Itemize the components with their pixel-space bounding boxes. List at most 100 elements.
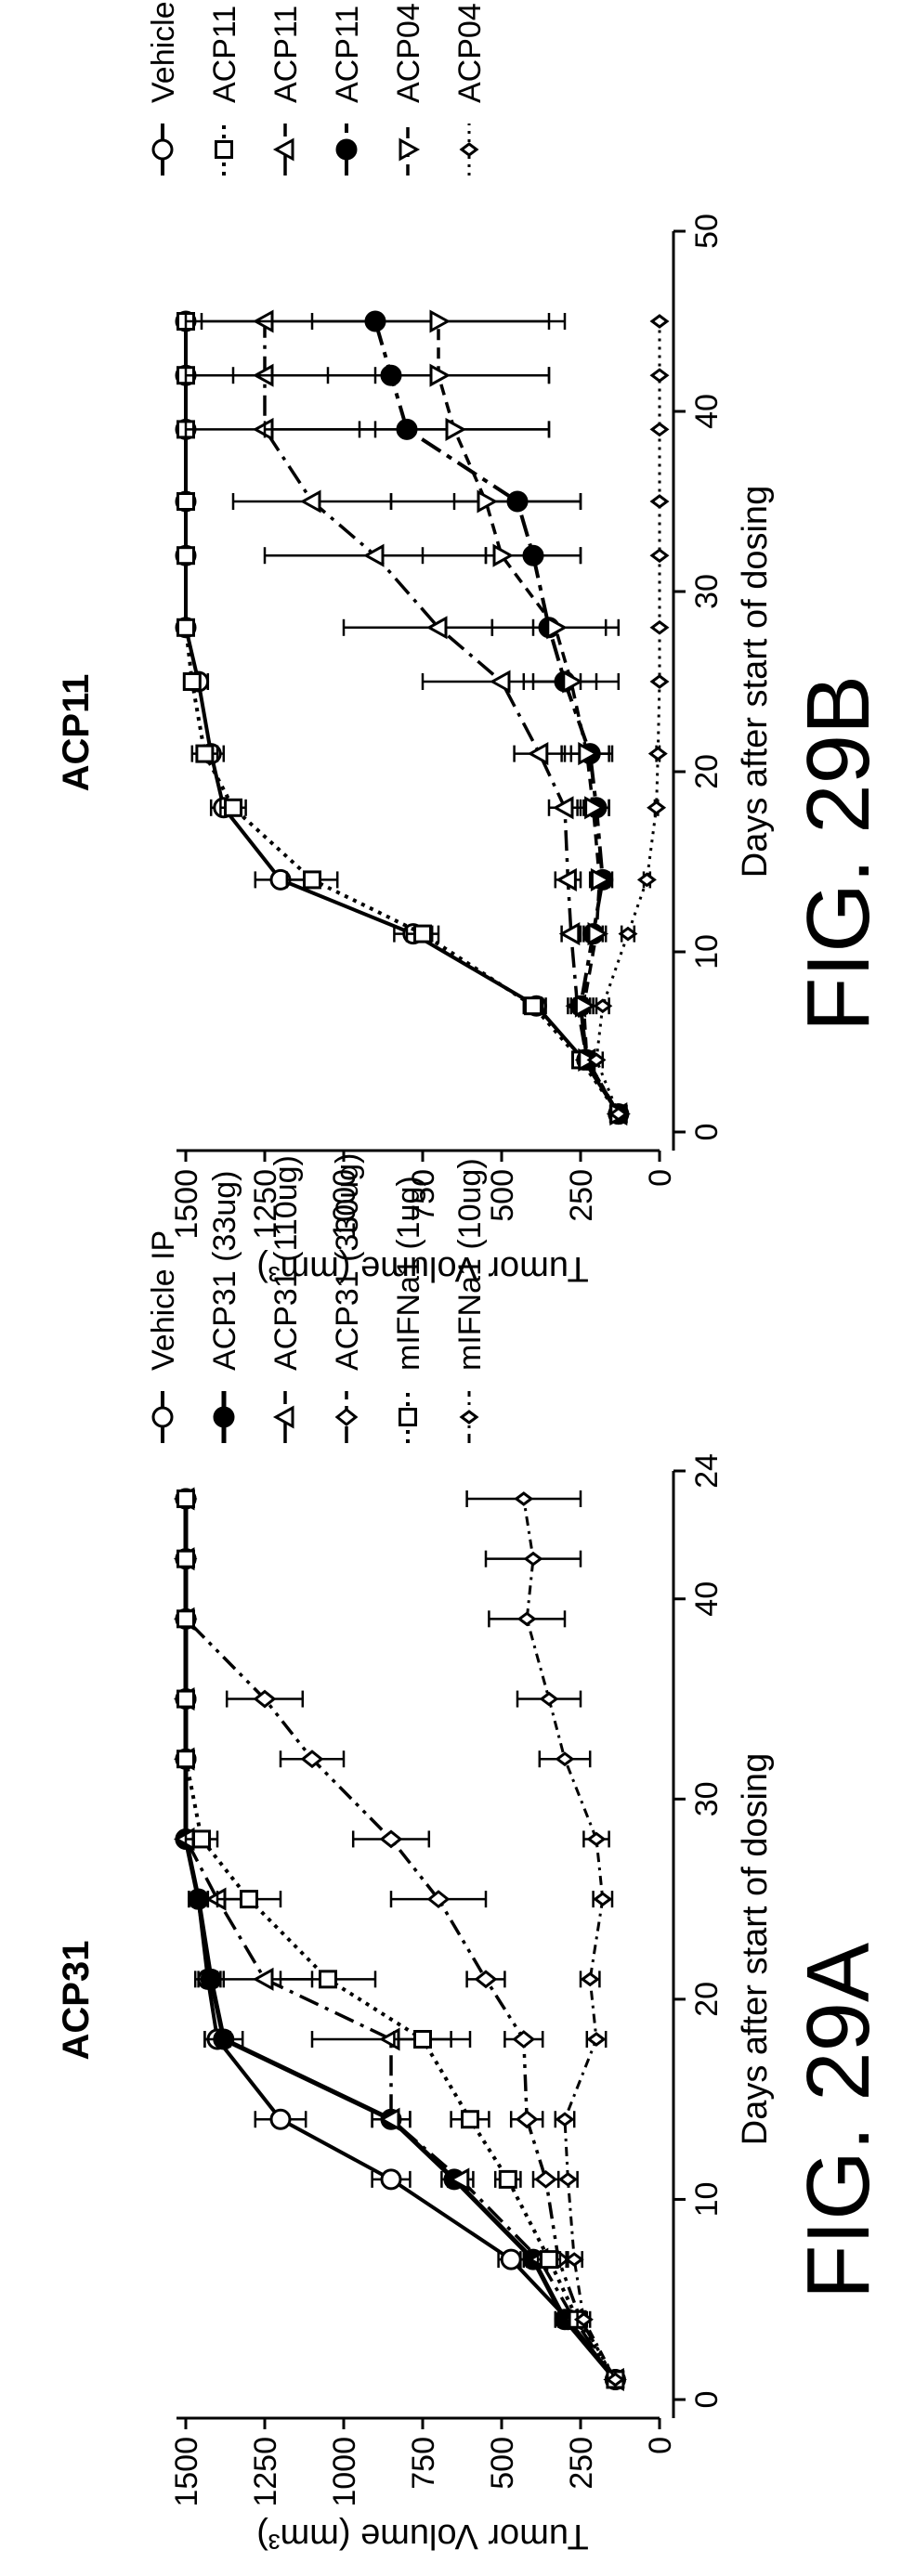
data-point (530, 745, 547, 763)
legend-label: ACP04 (10ug) (452, 0, 488, 103)
legend-marker (215, 1408, 233, 1426)
legend-entry: Vehicle IP (146, 1230, 181, 1443)
data-point (447, 420, 464, 438)
series-line (438, 321, 619, 1114)
x-tick-label: 10 (689, 934, 725, 969)
legend-label: ACP11 (17.5ug) (207, 0, 242, 103)
data-point (502, 2250, 520, 2269)
data-point (639, 874, 654, 885)
data-point (178, 619, 194, 635)
series-line (186, 321, 619, 1114)
chart-acp31: ACP31 0 250 500 750 1000 1250 1500 Tumor Volume … (56, 1153, 888, 2556)
chart-acp11: ACP110250500750100012501500Tumor Volume … (56, 0, 888, 1288)
figure-label: FIG. 29A (789, 1943, 888, 2299)
data-point (415, 926, 431, 942)
data-point (178, 1611, 194, 1627)
series-line (186, 1499, 615, 2379)
series-line (596, 321, 660, 1114)
data-point (477, 1971, 495, 1986)
series-4 (312, 312, 628, 1124)
y-axis-title: Tumor Volume (mm³) (256, 1249, 589, 1288)
data-point (649, 802, 664, 813)
data-point (178, 1691, 194, 1707)
data-point (197, 746, 213, 761)
data-point (226, 800, 242, 815)
series-line (265, 321, 619, 1114)
data-point (557, 1753, 572, 1764)
data-point (215, 2030, 233, 2049)
x-tick-label: 50 (689, 214, 725, 249)
data-point (178, 1491, 194, 1507)
legend-label: ACP04 (2ug) (391, 0, 426, 103)
series-line (186, 1499, 615, 2379)
data-point (516, 1493, 531, 1504)
x-tick-label: 30 (689, 1781, 725, 1816)
y-tick-label: 1500 (169, 1169, 204, 1240)
data-point (519, 1613, 534, 1624)
legend-label: ACP11 (175ug) (268, 0, 304, 103)
series-line (186, 1499, 615, 2379)
y-tick-label: 1250 (248, 1169, 283, 1240)
data-point (303, 492, 320, 511)
data-point (415, 2032, 431, 2048)
data-point (652, 370, 667, 381)
data-point (589, 2034, 604, 2045)
y-tick-label: 500 (485, 2437, 520, 2490)
x-tick-label: 20 (689, 754, 725, 789)
series-line (375, 321, 619, 1114)
legend-marker (153, 140, 172, 159)
data-point (194, 1831, 210, 1847)
legend-marker (462, 1412, 477, 1423)
series-line (186, 321, 619, 1114)
data-point (582, 1973, 597, 1984)
data-point (589, 1833, 604, 1844)
y-tick-label: 0 (643, 1169, 678, 1187)
data-point (560, 2174, 575, 2185)
data-point (595, 1893, 610, 1905)
data-point (537, 2172, 556, 2187)
legend-marker (216, 142, 232, 158)
legend-entry: ACP04 (10ug) (452, 0, 488, 176)
x-axis-title: Days after start of dosing (736, 1753, 775, 2145)
data-point (382, 2170, 400, 2189)
data-point (382, 1831, 400, 1846)
legend-entry: ACP11 (175ug) (268, 0, 304, 176)
y-tick-label: 750 (406, 1169, 441, 1222)
x-tick-label: 24 (689, 1453, 725, 1489)
data-point (557, 2114, 572, 2125)
y-tick-label: 250 (564, 2437, 599, 2490)
figure-label: FIG. 29B (789, 675, 888, 1032)
data-point (650, 748, 665, 760)
data-point (492, 672, 509, 691)
x-tick-label: 20 (689, 1982, 725, 2017)
legend-entry: mIFNa1 (10ug) (452, 1158, 488, 1443)
legend-marker (337, 140, 356, 159)
data-point (429, 1892, 448, 1906)
data-point (184, 674, 200, 690)
data-point (542, 2252, 557, 2268)
legend-label: ACP31 (33ug) (207, 1171, 242, 1371)
series-4 (178, 1491, 623, 2387)
data-point (652, 316, 667, 327)
legend-marker (153, 1408, 172, 1426)
data-point (515, 2032, 533, 2047)
series-line (186, 1499, 615, 2379)
chart-title: ACP31 (56, 1941, 97, 2061)
y-tick-label: 0 (643, 2437, 678, 2454)
y-tick-label: 1500 (169, 2437, 204, 2507)
series-5 (589, 316, 667, 1120)
x-tick-label: 0 (689, 1124, 725, 1141)
series-line (524, 1499, 616, 2379)
data-point (178, 548, 194, 564)
y-axis-title: Tumor Volume (mm³) (256, 2517, 589, 2556)
legend-entry: ACP11 (17.5ug) (207, 0, 242, 176)
series-3 (202, 312, 628, 1124)
legend-entry: Vehicle IP (146, 0, 181, 176)
y-tick-label: 1250 (248, 2437, 283, 2507)
legend-marker (337, 1410, 356, 1425)
x-tick-label: 40 (689, 1581, 725, 1617)
y-tick-label: 1000 (327, 2437, 362, 2507)
data-point (542, 1694, 556, 1705)
data-point (305, 872, 320, 888)
